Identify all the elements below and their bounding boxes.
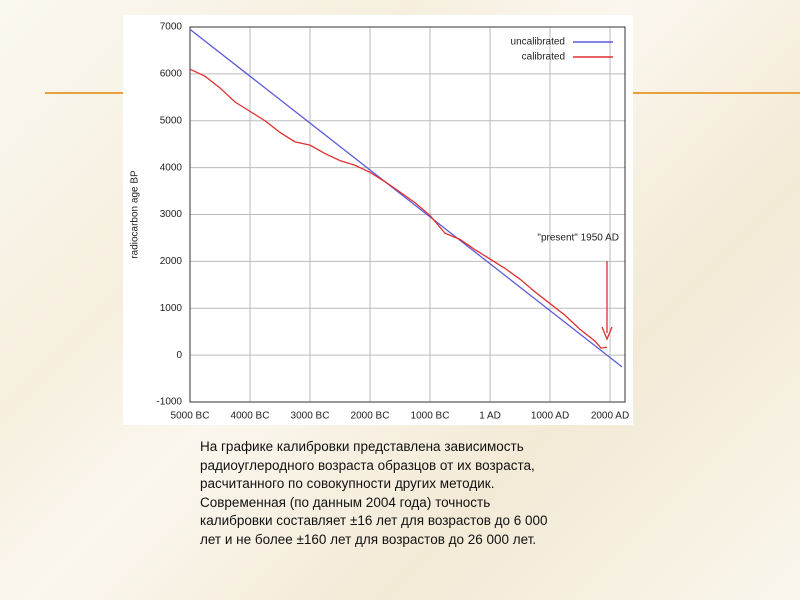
y-tick-label: 3000 <box>160 209 183 220</box>
caption: На графике калибровки представлена завис… <box>200 438 548 549</box>
x-tick-label: 2000 BC <box>351 411 390 422</box>
x-tick-label: 1000 BC <box>411 411 450 422</box>
decor-line <box>633 92 800 94</box>
y-tick-label: 0 <box>176 350 182 361</box>
plot-frame <box>189 26 626 403</box>
caption-line: На графике калибровки представлена завис… <box>200 439 524 454</box>
y-tick-label: 2000 <box>160 256 183 267</box>
x-tick-label: 2000 AD <box>591 411 629 422</box>
x-tick-label: 1 AD <box>479 411 501 422</box>
y-axis-label: radiocarbon age BP <box>130 170 141 259</box>
y-tick-label: 6000 <box>160 69 183 80</box>
caption-line: лет и не более ±160 лет для возрастов до… <box>200 531 537 547</box>
legend-label: uncalibrated <box>511 37 565 48</box>
caption-line: радиоуглеродного возраста образцов от их… <box>200 457 535 473</box>
caption-line: расчитанного по совокупности других мето… <box>200 476 495 491</box>
y-tick-label: 1000 <box>160 303 183 314</box>
data-line <box>189 28 623 368</box>
x-tick-label: 5000 BC <box>171 411 210 422</box>
data-line <box>189 68 608 349</box>
y-tick-label: 4000 <box>160 162 183 173</box>
x-tick-label: 4000 BC <box>231 411 270 422</box>
x-tick-label: 1000 AD <box>531 411 569 422</box>
chart: -1000 0 1000 2000 3000 4000 5000 6000 7000 5000 B… <box>123 15 633 425</box>
decor-line <box>45 92 125 94</box>
annotation-arrowhead <box>601 326 613 341</box>
annotation: "present" 1950 AD <box>537 233 619 244</box>
caption-line: Современная (по данным 2004 года) точнос… <box>200 494 491 510</box>
legend-label: calibrated <box>522 52 565 63</box>
y-tick-label: 5000 <box>160 115 183 126</box>
y-tick-label: 7000 <box>160 22 183 33</box>
caption-line: калибровки составляет ±16 лет для возрас… <box>200 513 548 528</box>
y-tick-label: -1000 <box>156 397 182 408</box>
x-tick-label: 3000 BC <box>291 411 330 422</box>
